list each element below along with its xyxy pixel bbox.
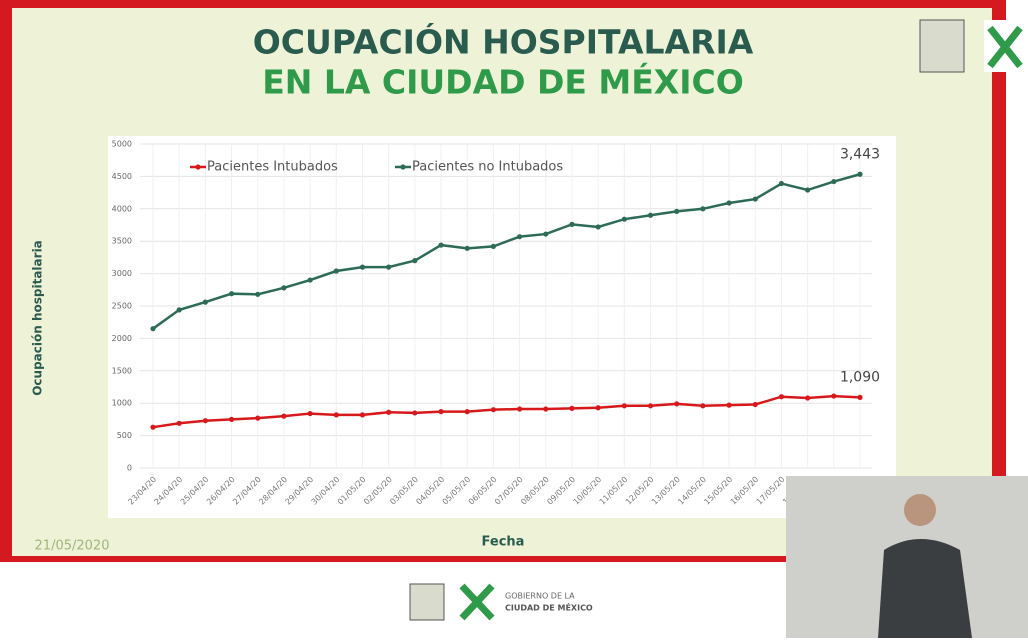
y-tick-label: 4000 bbox=[112, 204, 132, 213]
point bbox=[412, 258, 418, 264]
y-tick-label: 0 bbox=[127, 464, 132, 473]
logo-x bbox=[987, 25, 1023, 69]
interpreter-body bbox=[878, 539, 972, 638]
logo bbox=[919, 19, 965, 73]
y-tick-label: 3000 bbox=[112, 269, 132, 278]
footer-logo-x bbox=[459, 583, 495, 621]
legend-dot bbox=[400, 164, 406, 170]
point bbox=[281, 413, 287, 419]
y-tick-label: 4500 bbox=[112, 172, 132, 181]
point bbox=[700, 206, 706, 212]
subtitle: EN LA CIUDAD DE MÉXICO bbox=[262, 62, 744, 102]
point bbox=[464, 245, 470, 251]
footer-line2: CIUDAD DE MÉXICO bbox=[505, 602, 593, 613]
title: OCUPACIÓN HOSPITALARIA bbox=[253, 22, 754, 62]
point bbox=[778, 394, 785, 400]
point bbox=[621, 216, 627, 222]
point bbox=[805, 187, 811, 193]
point bbox=[647, 403, 654, 409]
point bbox=[386, 409, 392, 415]
footer-line1: GOBIERNO DE LA bbox=[505, 592, 575, 601]
point bbox=[255, 291, 261, 297]
point bbox=[674, 401, 680, 407]
point bbox=[490, 407, 497, 413]
point bbox=[228, 416, 235, 422]
point bbox=[621, 403, 627, 409]
point bbox=[595, 405, 601, 411]
point bbox=[778, 180, 785, 187]
point bbox=[150, 326, 156, 332]
y-tick-label: 2500 bbox=[112, 302, 132, 311]
point bbox=[752, 401, 758, 408]
point bbox=[255, 415, 261, 421]
point bbox=[595, 224, 601, 230]
point bbox=[831, 178, 837, 185]
point bbox=[438, 409, 444, 415]
series-line bbox=[152, 394, 861, 429]
y-tick-label: 2000 bbox=[112, 334, 132, 343]
footer-logo bbox=[409, 583, 445, 621]
y-tick-label: 500 bbox=[117, 431, 132, 440]
point bbox=[516, 406, 523, 412]
date: 21/05/2020 bbox=[35, 539, 110, 554]
legend-label: Pacientes no Intubados bbox=[412, 160, 563, 175]
point bbox=[857, 171, 863, 177]
point bbox=[386, 264, 392, 270]
point bbox=[307, 277, 313, 283]
point bbox=[464, 409, 470, 415]
legend-dot bbox=[195, 164, 201, 170]
point bbox=[228, 291, 235, 297]
point bbox=[543, 231, 549, 237]
point bbox=[857, 394, 863, 400]
point bbox=[831, 393, 837, 399]
point bbox=[176, 420, 182, 426]
point bbox=[150, 424, 156, 430]
y-tick-label: 5000 bbox=[112, 140, 132, 149]
point bbox=[202, 299, 208, 305]
point bbox=[805, 395, 811, 401]
point bbox=[752, 196, 758, 202]
point bbox=[359, 412, 366, 418]
point bbox=[333, 268, 339, 274]
point bbox=[333, 412, 339, 418]
point bbox=[281, 285, 287, 291]
legend-label: Pacientes Intubados bbox=[207, 160, 338, 175]
interpreter-head bbox=[904, 494, 936, 526]
point bbox=[726, 402, 732, 408]
point bbox=[647, 212, 654, 218]
y-tick-label: 1500 bbox=[112, 366, 132, 375]
y-tick-label: 1000 bbox=[112, 399, 132, 408]
point bbox=[726, 200, 732, 206]
point bbox=[674, 208, 680, 214]
point bbox=[516, 234, 523, 240]
x-axis-label: Fecha bbox=[482, 535, 525, 550]
chart-area bbox=[108, 136, 896, 518]
point bbox=[569, 405, 575, 411]
point bbox=[307, 410, 313, 417]
value-label: 1,090 bbox=[840, 369, 880, 385]
series-line bbox=[152, 173, 861, 330]
point bbox=[543, 406, 549, 412]
point bbox=[202, 418, 208, 424]
y-axis-label: Ocupación hospitalaria bbox=[31, 240, 45, 396]
value-label: 3,443 bbox=[840, 146, 880, 162]
point bbox=[700, 403, 706, 409]
point bbox=[412, 410, 418, 416]
y-tick-label: 3500 bbox=[112, 237, 132, 246]
point bbox=[438, 242, 444, 248]
point bbox=[359, 264, 366, 270]
point bbox=[176, 307, 182, 313]
point bbox=[490, 243, 497, 249]
point bbox=[569, 221, 575, 227]
